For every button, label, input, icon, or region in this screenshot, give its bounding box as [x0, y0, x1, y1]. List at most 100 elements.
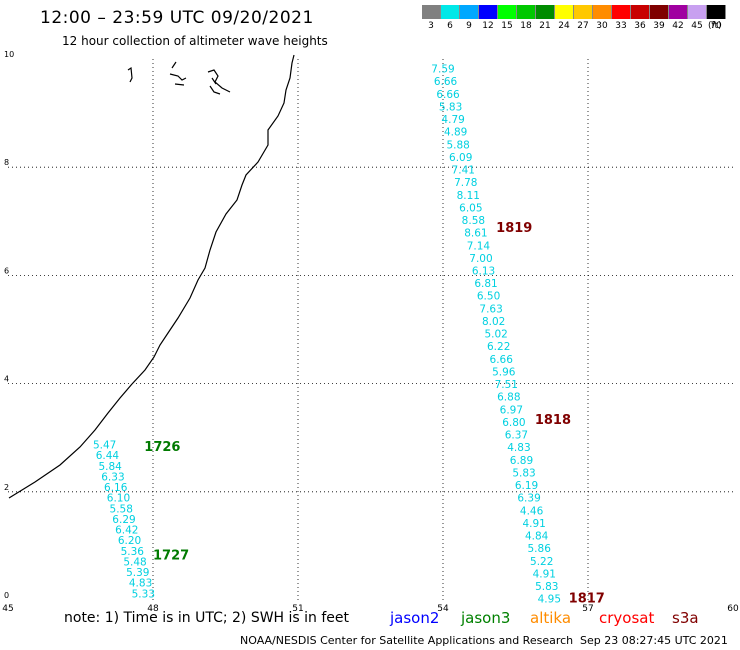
- altimeter-tracks: 5.476.445.846.336.166.105.586.296.426.20…: [93, 64, 605, 607]
- swh-value: 6.80: [502, 417, 525, 429]
- swh-value: 4.84: [525, 531, 549, 543]
- swh-value: 6.37: [505, 430, 528, 442]
- swh-value: 5.36: [121, 546, 145, 558]
- legend-label: 42: [672, 21, 684, 31]
- legend-label: 3: [428, 21, 434, 31]
- coastline-mainland: [8, 54, 295, 499]
- swh-value: 6.20: [118, 535, 141, 547]
- legend-swatch: [479, 5, 498, 19]
- swh-value: 5.22: [530, 556, 553, 568]
- swh-value: 6.39: [517, 493, 540, 505]
- swh-value: 7.59: [431, 64, 454, 76]
- map-subtitle: 12 hour collection of altimeter wave hei…: [62, 34, 328, 48]
- legend-label: 15: [501, 21, 513, 31]
- swh-value: 5.58: [110, 503, 133, 515]
- y-tick-label: 8: [4, 158, 9, 167]
- legend-swatch: [669, 5, 688, 19]
- swh-value: 7.00: [469, 253, 492, 265]
- grid-lines: [8, 59, 733, 600]
- satellite-label-jason3: jason3: [461, 609, 511, 627]
- swh-value: 4.83: [507, 442, 530, 454]
- swh-value: 7.78: [454, 177, 477, 189]
- pass-time-label: 1819: [496, 221, 532, 236]
- coastline-island-1: [127, 66, 133, 83]
- legend-swatch: [517, 5, 536, 19]
- legend-swatch: [441, 5, 460, 19]
- legend-label: 33: [615, 21, 627, 31]
- swh-value: 4.79: [441, 114, 464, 126]
- legend-swatch: [460, 5, 479, 19]
- legend-swatch: [688, 5, 707, 19]
- pass-time-label: 1818: [535, 413, 571, 428]
- satellite-label-cryosat: cryosat: [599, 609, 655, 627]
- timestamp-text: Sep 23 08:27:45 UTC 2021: [580, 634, 728, 647]
- coastline-island-2: [169, 61, 187, 86]
- swh-value: 6.22: [487, 341, 510, 353]
- x-tick-label: 54: [437, 604, 449, 614]
- swh-value: 8.58: [462, 215, 485, 227]
- swh-value: 6.29: [112, 514, 135, 526]
- legend-swatch: [536, 5, 555, 19]
- legend-swatch: [707, 5, 726, 19]
- coastline: [8, 54, 295, 499]
- footer-note: note: 1) Time is in UTC; 2) SWH is in fe…: [64, 610, 350, 626]
- legend-label: 6: [447, 21, 453, 31]
- legend-label: 45: [691, 21, 703, 31]
- legend-swatch: [555, 5, 574, 19]
- legend-label: 70: [710, 21, 722, 31]
- swh-value: 4.89: [444, 127, 467, 139]
- legend-swatch: [631, 5, 650, 19]
- satellite-label-jason2: jason2: [390, 609, 440, 627]
- swh-value: 6.50: [477, 291, 500, 303]
- swh-value: 4.91: [522, 518, 545, 530]
- pass-time-label: 1726: [144, 440, 180, 455]
- legend-unit: (ft): [708, 21, 722, 31]
- swh-value: 4.95: [538, 594, 561, 606]
- axis-tick-labels: 45 48 51 54 57 60 0 2 4 6 8 10: [2, 50, 739, 614]
- swh-value: 5.86: [528, 543, 552, 555]
- swh-value: 5.83: [439, 101, 462, 113]
- swh-value: 6.16: [104, 482, 128, 494]
- legend-label: 27: [577, 21, 589, 31]
- swh-value: 6.44: [96, 450, 120, 462]
- legend-swatch: [422, 5, 441, 19]
- legend-swatch: [574, 5, 593, 19]
- swh-value: 8.11: [457, 190, 480, 202]
- x-tick-label: 45: [2, 604, 13, 614]
- legend-swatch: [593, 5, 612, 19]
- credit-text: NOAA/NESDIS Center for Satellite Applica…: [240, 634, 574, 647]
- y-tick-label: 0: [4, 591, 9, 600]
- swh-value: 5.39: [126, 567, 149, 579]
- swh-value: 7.51: [495, 379, 518, 391]
- swh-value: 8.02: [482, 316, 505, 328]
- y-tick-label: 6: [4, 266, 9, 275]
- swh-value: 5.48: [123, 556, 146, 568]
- satellite-label-s3a: s3a: [672, 609, 699, 627]
- swh-value: 5.96: [492, 366, 516, 378]
- coastline-island-3: [207, 69, 231, 95]
- x-tick-label: 60: [727, 604, 739, 614]
- pass-time-label: 1727: [153, 548, 189, 563]
- footer-note-row: note: 1) Time is in UTC; 2) SWH is in fe…: [64, 610, 349, 626]
- swh-value: 6.88: [497, 392, 520, 404]
- swh-value: 6.89: [510, 455, 533, 467]
- swh-value: 6.66: [436, 89, 460, 101]
- swh-value: 6.10: [107, 493, 130, 505]
- swh-value: 5.02: [484, 329, 507, 341]
- swh-value: 6.97: [500, 404, 523, 416]
- legend-swatch: [498, 5, 517, 19]
- swh-value: 7.63: [479, 303, 502, 315]
- x-tick-label: 57: [582, 604, 593, 614]
- legend-swatch: [612, 5, 631, 19]
- y-tick-label: 4: [4, 375, 9, 384]
- swh-value: 4.91: [533, 568, 556, 580]
- swh-value: 6.81: [474, 278, 497, 290]
- swh-value: 6.66: [434, 76, 458, 88]
- map-title: 12:00 – 23:59 UTC 09/20/2021: [40, 8, 314, 28]
- swh-value: 6.13: [472, 265, 495, 277]
- legend-label: 9: [466, 21, 472, 31]
- x-tick-label: 48: [147, 604, 159, 614]
- swh-value: 5.83: [512, 467, 535, 479]
- swh-value: 6.09: [449, 152, 472, 164]
